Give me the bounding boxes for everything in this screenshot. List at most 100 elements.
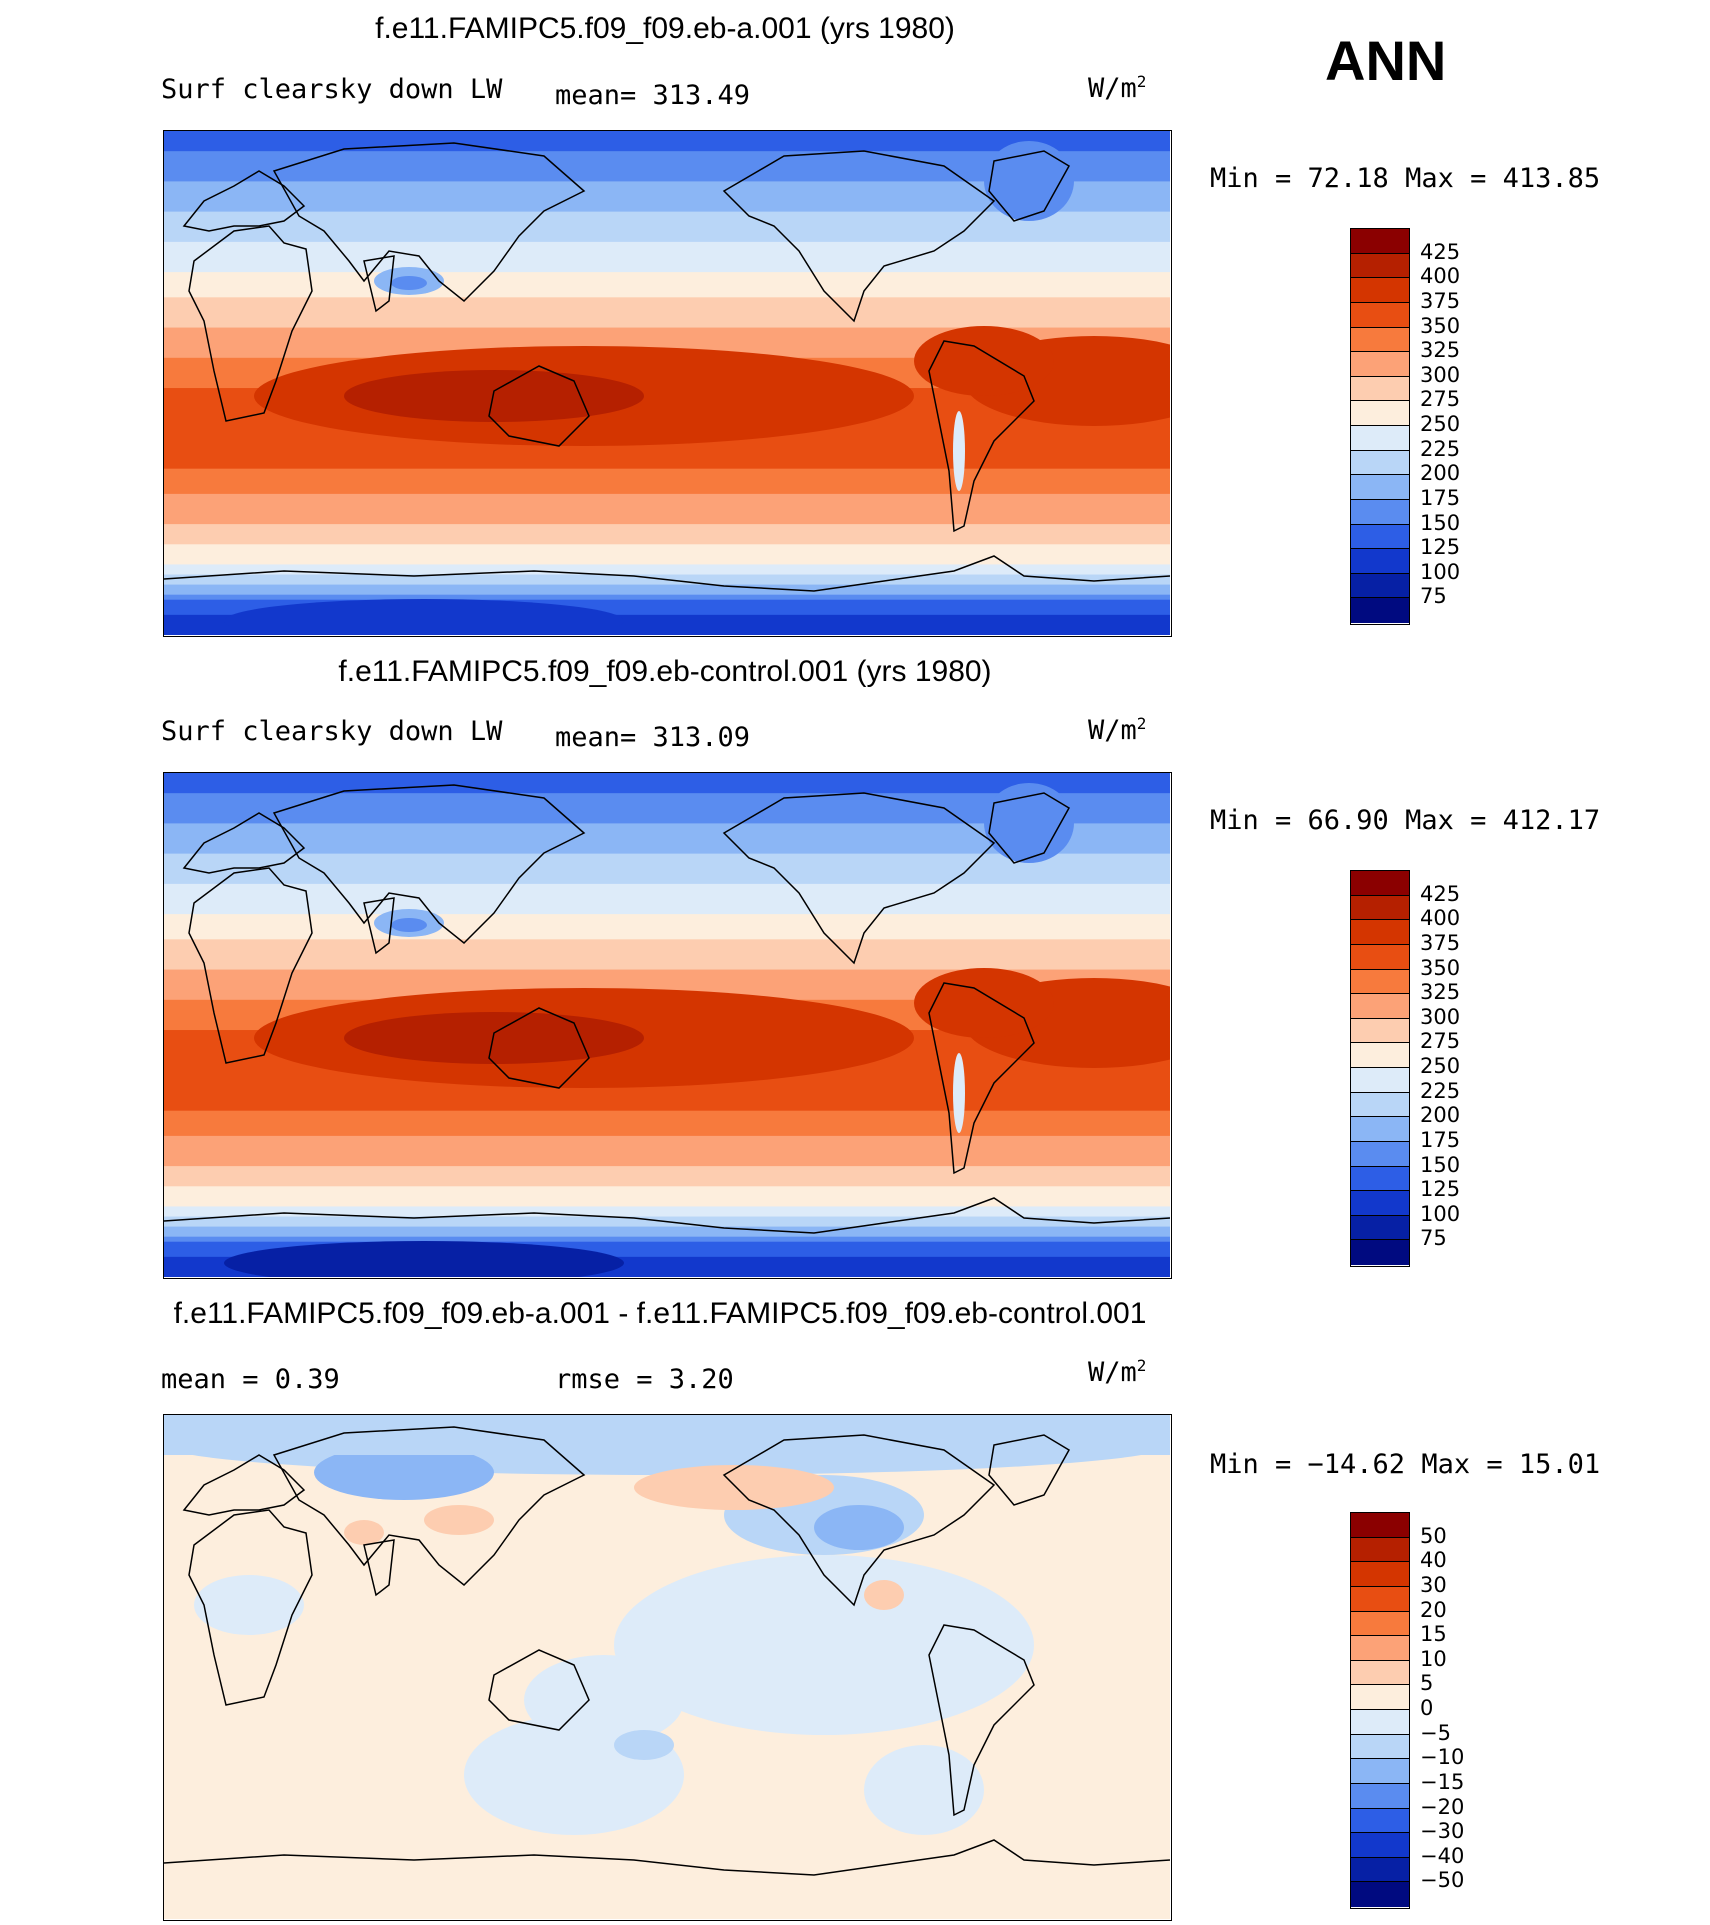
coastline [363,255,395,313]
coastline [488,365,590,447]
diff-patch-negative [164,1415,1170,1455]
panel2-variable: Surf clearsky down LW [161,716,503,747]
colorbar-swatch [1351,1043,1409,1068]
colorbar-swatch [1351,573,1409,599]
andes-band [953,411,965,491]
colorbar-swatch [1351,278,1409,303]
antarctic-core [224,599,624,635]
diff-patch-negative [314,1445,494,1500]
panel1-variable: Surf clearsky down LW [161,74,503,105]
colorbar-tick-label: 5 [1420,1671,1434,1696]
colorbar-tick-label: 150 [1420,510,1461,535]
panel1-units: W/m2 [1088,72,1147,104]
colorbar-tick-label: 400 [1420,264,1461,289]
colorbar-tick-label: 150 [1420,1152,1461,1177]
coastline [164,555,1170,592]
coastline [363,1539,395,1597]
panel3-rmse: rmse = 3.20 [555,1364,734,1395]
colorbar-tick-label: 15 [1420,1622,1447,1647]
coastline [188,1509,313,1706]
colorbar-swatch [1351,1068,1409,1093]
colorbar-swatch [1351,1882,1409,1907]
coastline [488,1007,590,1089]
colorbar-tick-label: 30 [1420,1572,1447,1597]
contour-band [164,241,1170,274]
colorbar-tick-label: 100 [1420,559,1461,584]
colorbar-swatch [1351,1141,1409,1167]
panel2-minmax: Min = 66.90 Max = 412.17 [1210,805,1601,836]
colorbar-tick-label: 350 [1420,313,1461,338]
colorbar-swatch [1351,1636,1409,1661]
colorbar-tick-label: 325 [1420,980,1461,1005]
colorbar-swatch [1351,475,1409,500]
panel3-colorbar [1350,1512,1410,1909]
caribbean-band [914,968,1054,1038]
season-label: ANN [1325,29,1447,92]
coastline [188,225,313,422]
panel3-minmax: Min = −14.62 Max = 15.01 [1210,1449,1601,1480]
contour-band [164,1226,1170,1238]
colorbar-tick-label: 50 [1420,1523,1447,1548]
colorbar-swatch [1351,598,1409,623]
colorbar-swatch [1351,969,1409,995]
contour-band [164,939,1170,971]
contour-band [164,1135,1170,1168]
colorbar-swatch [1351,1833,1409,1858]
colorbar-tick-label: 325 [1420,338,1461,363]
diff-patch-negative [864,1745,984,1835]
colorbar-swatch [1351,401,1409,426]
colorbar-swatch [1351,1710,1409,1735]
colorbar-tick-label: 0 [1420,1696,1434,1720]
coastline [182,1454,306,1516]
contour-band [164,524,1170,546]
colorbar-swatch [1351,1857,1409,1883]
coastline [722,792,996,965]
colorbar-swatch [1351,895,1409,921]
colorbar-tick-label: −5 [1420,1720,1451,1745]
colorbar-swatch [1351,944,1409,970]
contour-band [164,773,1170,795]
colorbar-swatch [1351,376,1409,402]
colorbar-swatch [1351,1660,1409,1686]
panel3-units: W/m2 [1088,1356,1147,1388]
colorbar-tick-label: 100 [1420,1201,1461,1226]
diff-patch-negative [194,1575,304,1635]
coastline [928,1624,1035,1817]
panel2-title: f.e11.FAMIPC5.f09_f09.eb-control.001 (yr… [338,655,992,688]
colorbar-swatch [1351,1783,1409,1809]
map-svg [164,1415,1170,1919]
colorbar-swatch [1351,871,1409,896]
map-svg [164,773,1170,1277]
colorbar-swatch [1351,352,1409,377]
colorbar-swatch [1351,1215,1409,1241]
contour-band [164,1166,1170,1188]
colorbar-tick-label: 250 [1420,412,1461,436]
panel2-mean: mean= 313.09 [555,722,751,753]
colorbar-swatch [1351,450,1409,476]
colorbar-tick-label: 375 [1420,930,1461,955]
contour-band [164,297,1170,329]
colorbar-tick-label: 10 [1420,1646,1447,1671]
tibet-core [391,276,427,290]
colorbar-swatch [1351,1117,1409,1142]
colorbar-tick-label: 200 [1420,461,1461,486]
contour-band [164,883,1170,916]
colorbar-swatch [1351,229,1409,254]
colorbar-swatch [1351,1513,1409,1538]
colorbar-swatch [1351,1759,1409,1784]
diff-patch-positive [344,1520,384,1545]
colorbar-tick-label: 200 [1420,1103,1461,1128]
colorbar-swatch [1351,1611,1409,1637]
contour-band [164,1236,1170,1243]
contour-band [164,1110,1170,1137]
panel2-map [163,772,1172,1279]
coastline [272,142,586,303]
contour-band [164,594,1170,601]
caribbean-band [914,326,1054,396]
colorbar-tick-label: 300 [1420,1004,1461,1029]
colorbar-tick-label: 125 [1420,535,1461,560]
colorbar-tick-label: 425 [1420,239,1461,264]
panel2-colorbar [1350,870,1410,1267]
colorbar-tick-label: 75 [1420,1226,1447,1251]
panel2-units: W/m2 [1088,714,1147,746]
